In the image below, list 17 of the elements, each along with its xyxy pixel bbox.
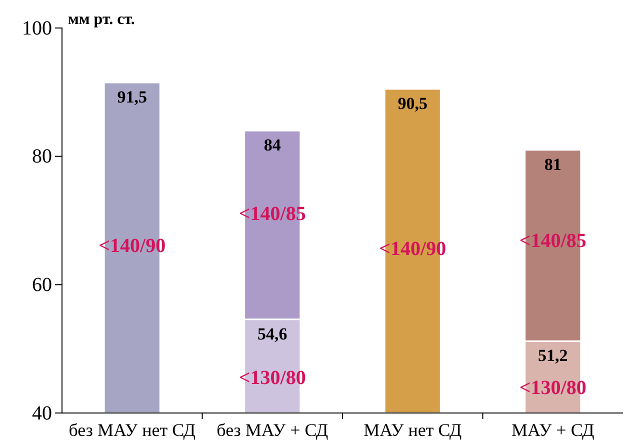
annotation: 54,6 xyxy=(258,324,288,344)
y-axis-title: мм рт. ст. xyxy=(68,11,135,28)
y-tick-label: 40 xyxy=(32,402,52,424)
x-tick-label: без МАУ нет СД xyxy=(68,420,196,440)
y-tick-label: 100 xyxy=(22,17,52,40)
annotation: 51,2 xyxy=(538,346,568,366)
annotation: <130/80 xyxy=(238,367,306,390)
x-tick-label: МАУ нет СД xyxy=(364,420,462,440)
annotation: 90,5 xyxy=(398,94,428,113)
x-tick-label: без МАУ + СД xyxy=(216,420,328,440)
y-tick-label: 60 xyxy=(32,274,52,296)
annotation: 91,5 xyxy=(117,88,147,107)
annotation: 84 xyxy=(264,136,282,155)
annotation: 81 xyxy=(544,154,562,174)
annotation: <130/80 xyxy=(519,377,586,400)
x-tick-label: МАУ + СД xyxy=(512,420,594,440)
y-tick-label: 80 xyxy=(32,146,52,168)
